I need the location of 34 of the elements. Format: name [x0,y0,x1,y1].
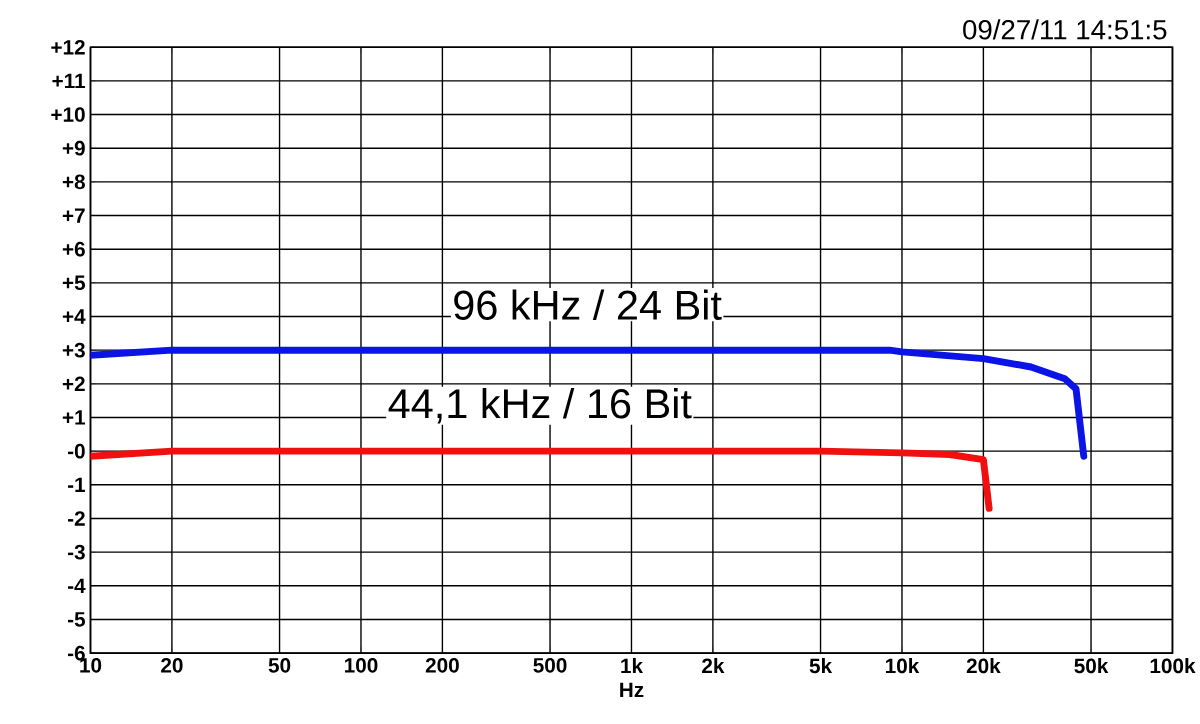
y-tick-label: +9 [62,140,85,156]
y-tick-label: -3 [67,544,85,560]
x-tick-label: 50 [268,658,291,673]
x-tick-label: 1k [621,658,644,674]
y-tick-label: +2 [62,376,85,392]
x-axis-title: Hz [620,682,644,698]
y-tick-label: +11 [52,73,86,89]
x-tick-label: 500 [533,658,567,673]
x-tick-label: 20k [966,658,1001,674]
series-label: 96 kHz / 24 Bit [454,289,722,320]
y-tick-label: +4 [62,309,86,324]
y-tick-label: -5 [67,612,86,627]
y-tick-label: +7 [62,208,85,223]
y-tick-label: -0 [67,443,85,459]
x-tick-label: 2k [702,658,725,674]
text: 09/27/11 14:51:5 [963,19,1167,40]
y-tick-label: -1 [67,477,86,492]
y-tick-label: +12 [51,40,85,55]
y-tick-label: +1 [62,410,86,425]
y-tick-label: -4 [67,578,86,593]
x-tick-label: 5k [809,658,833,674]
x-tick-label: 100 [344,658,378,673]
y-tick-label: +5 [62,275,86,291]
x-tick-label: 10k [885,658,920,674]
x-tick-label: 20 [161,658,183,673]
x-tick-label: 200 [425,658,459,673]
y-tick-label: +6 [62,241,85,257]
y-tick-label: +3 [62,342,85,358]
y-tick-label: +10 [51,107,85,122]
x-tick-label: 50k [1074,658,1109,674]
y-tick-label: -2 [67,511,85,526]
series-label: 44,1 kHz / 16 Bit [388,388,692,424]
x-tick-label: 100k [1150,658,1196,674]
y-tick-label: +8 [62,174,85,190]
